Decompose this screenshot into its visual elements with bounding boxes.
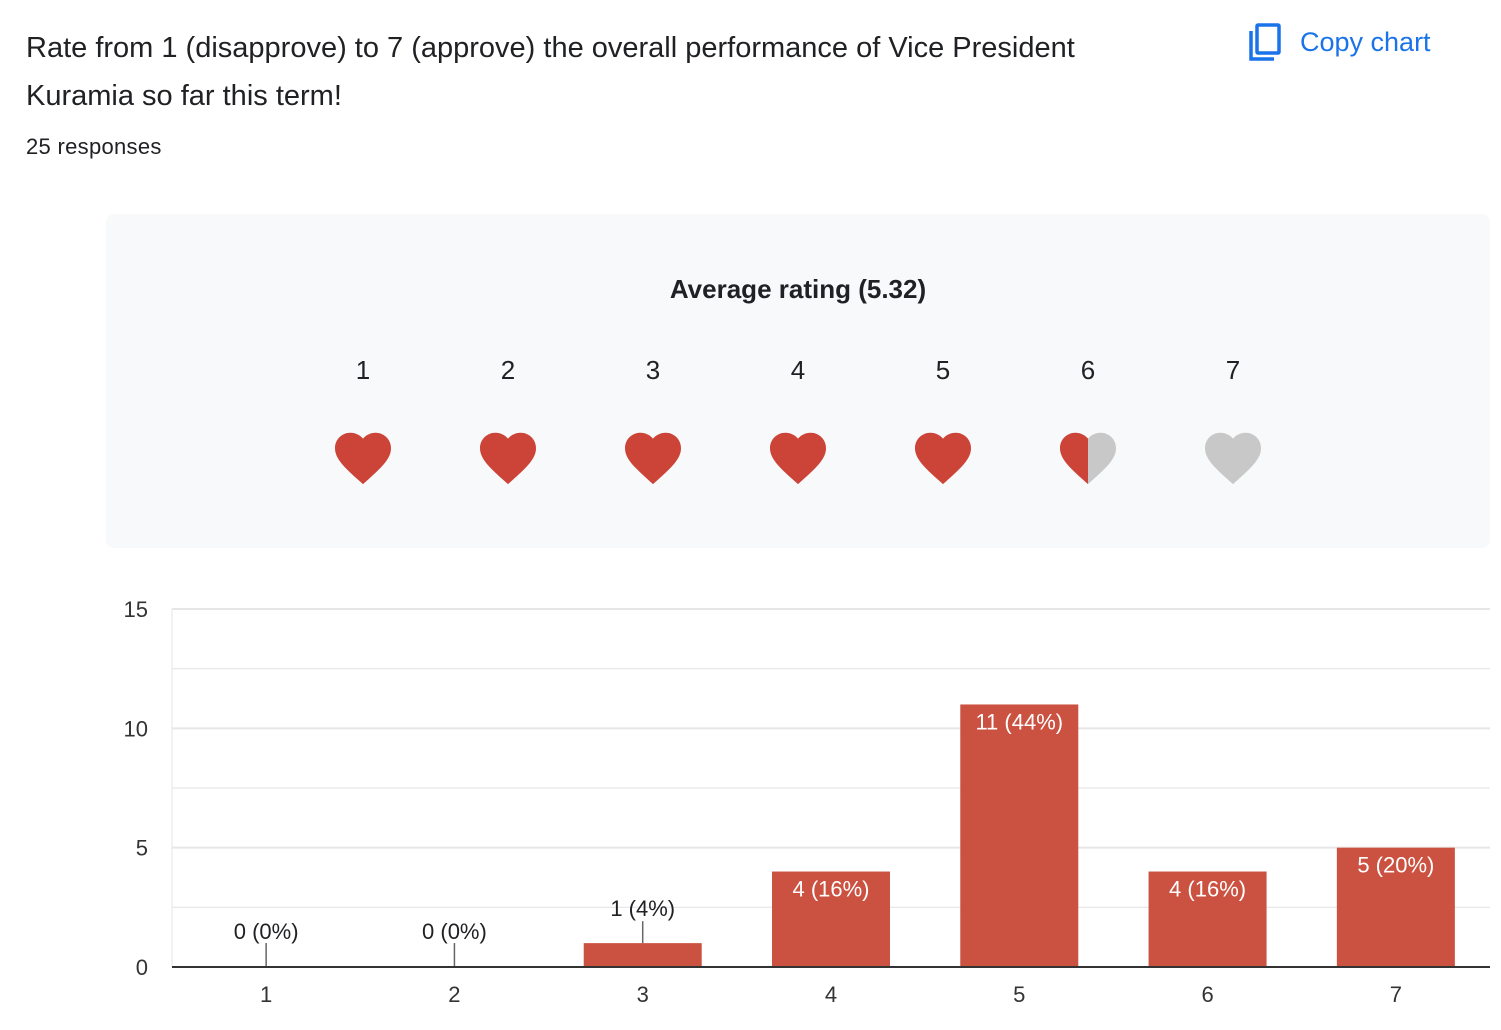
rating-scale-item: 2 — [468, 350, 548, 486]
rating-scale-item: 5 — [903, 350, 983, 486]
x-tick-label: 2 — [448, 982, 460, 1007]
x-tick-label: 3 — [637, 982, 649, 1007]
rating-scale-label: 3 — [645, 355, 661, 385]
data-label: 0 (0%) — [234, 919, 299, 944]
data-label: 0 (0%) — [422, 919, 487, 944]
copy-chart-label: Copy chart — [1300, 26, 1431, 57]
data-label: 4 (16%) — [1169, 877, 1246, 902]
average-rating-panel: Average rating (5.32) 1 2 3 4 5 6 7 — [106, 214, 1490, 548]
rating-scale-item: 4 — [758, 350, 838, 486]
data-label: 5 (20%) — [1357, 853, 1434, 878]
bar — [1148, 871, 1267, 967]
x-tick-label: 5 — [1013, 982, 1025, 1007]
y-tick-label: 10 — [124, 716, 148, 741]
heart-icon — [1205, 432, 1261, 485]
heart-icon — [335, 432, 391, 485]
x-tick-label: 4 — [825, 982, 837, 1007]
heart-icon — [770, 432, 826, 485]
rating-scale-item: 1 — [323, 350, 403, 486]
rating-scale-item: 7 — [1193, 350, 1273, 486]
rating-scale-label: 4 — [790, 355, 806, 385]
heart-icon — [480, 432, 536, 485]
y-tick-label: 0 — [136, 955, 148, 980]
heart-icon — [625, 432, 681, 485]
bar-chart: 0 5 10 15 0 (0%) 1 0 (0%) 2 1 (4%) 3 4 (16%) 4 11 (4… — [124, 597, 1490, 1007]
rating-scale-label: 1 — [355, 355, 371, 385]
data-label: 4 (16%) — [792, 877, 869, 902]
bar — [960, 704, 1079, 967]
rating-scale-item: 3 — [613, 350, 693, 486]
average-rating-title: Average rating (5.32) — [669, 274, 927, 304]
heart-icon — [1060, 432, 1116, 485]
rating-scale-label: 6 — [1080, 355, 1096, 385]
bar — [583, 943, 702, 967]
rating-scale-label: 2 — [500, 355, 516, 385]
rating-scale-item: 6 — [1048, 350, 1128, 486]
x-tick-label: 6 — [1201, 982, 1213, 1007]
bar — [1336, 847, 1455, 967]
y-tick-label: 15 — [124, 597, 148, 622]
x-tick-label: 7 — [1390, 982, 1402, 1007]
copy-icon — [1248, 22, 1282, 62]
rating-scale-label: 5 — [935, 355, 951, 385]
y-tick-label: 5 — [136, 836, 148, 861]
response-count: 25 responses — [26, 134, 162, 159]
data-label: 11 (44%) — [975, 709, 1063, 734]
heart-icon — [915, 432, 971, 485]
question-title: Rate from 1 (disapprove) to 7 (approve) … — [26, 32, 1075, 112]
bar — [772, 871, 890, 967]
rating-scale-label: 7 — [1225, 355, 1241, 385]
data-label: 1 (4%) — [610, 896, 675, 921]
copy-chart-button[interactable]: Copy chart — [1248, 20, 1431, 64]
x-tick-label: 1 — [260, 982, 272, 1007]
